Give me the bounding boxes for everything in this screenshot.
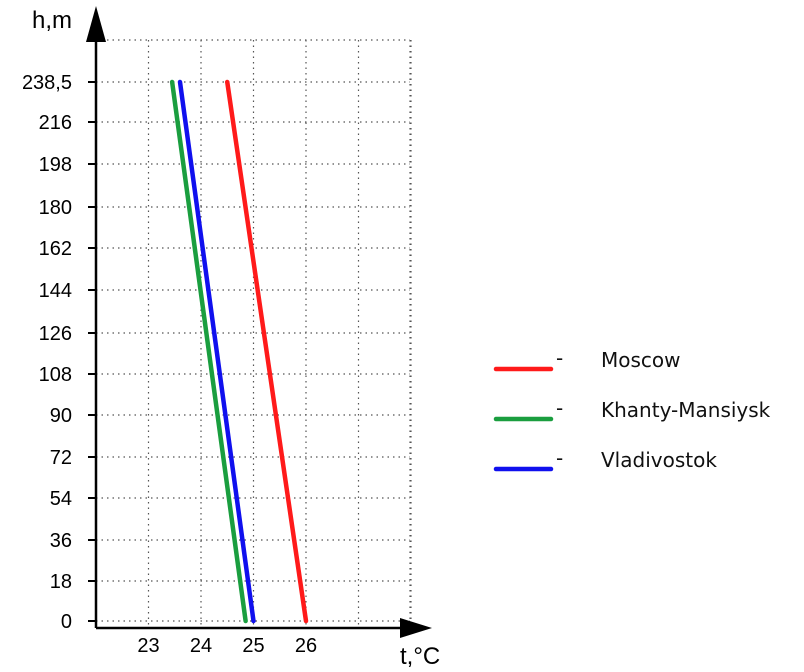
x-tick-label: 24 [190, 635, 212, 657]
x-axis-arrow [400, 618, 432, 638]
y-tick-label: 180 [39, 197, 72, 219]
series-lines [169, 79, 309, 624]
y-tick-labels: 0 18 36 54 72 90 108 126 144 162 180 198 216 238,5 [22, 72, 96, 633]
y-tick-label: 36 [50, 530, 72, 552]
y-tick-label: 198 [39, 154, 72, 176]
legend-marker: - [556, 346, 563, 370]
y-axis-arrow [86, 6, 106, 42]
y-tick-label: 144 [39, 280, 72, 302]
legend-label: Vladivostok [601, 448, 717, 472]
y-axis-label: h,m [32, 7, 72, 34]
y-tick-label: 72 [50, 447, 72, 469]
y-tick-label: 0 [61, 611, 72, 633]
x-tick-label: 25 [242, 635, 264, 657]
y-tick-label: 90 [50, 405, 72, 427]
x-tick-labels: 23 24 25 26 [137, 635, 317, 657]
series-line-moscow [225, 79, 309, 624]
axes [86, 6, 432, 638]
legend-label: Moscow [601, 348, 681, 372]
y-tick-label: 18 [50, 571, 72, 593]
legend-label: Khanty-Mansiysk [601, 398, 771, 422]
x-axis-label: t,°C [400, 643, 440, 670]
x-tick-label: 26 [295, 635, 317, 657]
series-line-khanty-mansiysk [169, 79, 248, 624]
series-line-vladivostok [177, 79, 256, 624]
y-tick-label: 126 [39, 323, 72, 345]
y-tick-label: 162 [39, 238, 72, 260]
y-tick-label: 54 [50, 488, 72, 510]
y-tick-label: 216 [39, 112, 72, 134]
legend-marker: - [556, 396, 563, 420]
y-tick-label: 238,5 [22, 72, 72, 94]
y-tick-label: 108 [39, 364, 72, 386]
x-tick-label: 23 [137, 635, 159, 657]
grid [96, 39, 412, 628]
legend: - Moscow - Khanty-Mansiysk - Vladivostok [493, 346, 771, 472]
legend-marker: - [556, 446, 563, 470]
